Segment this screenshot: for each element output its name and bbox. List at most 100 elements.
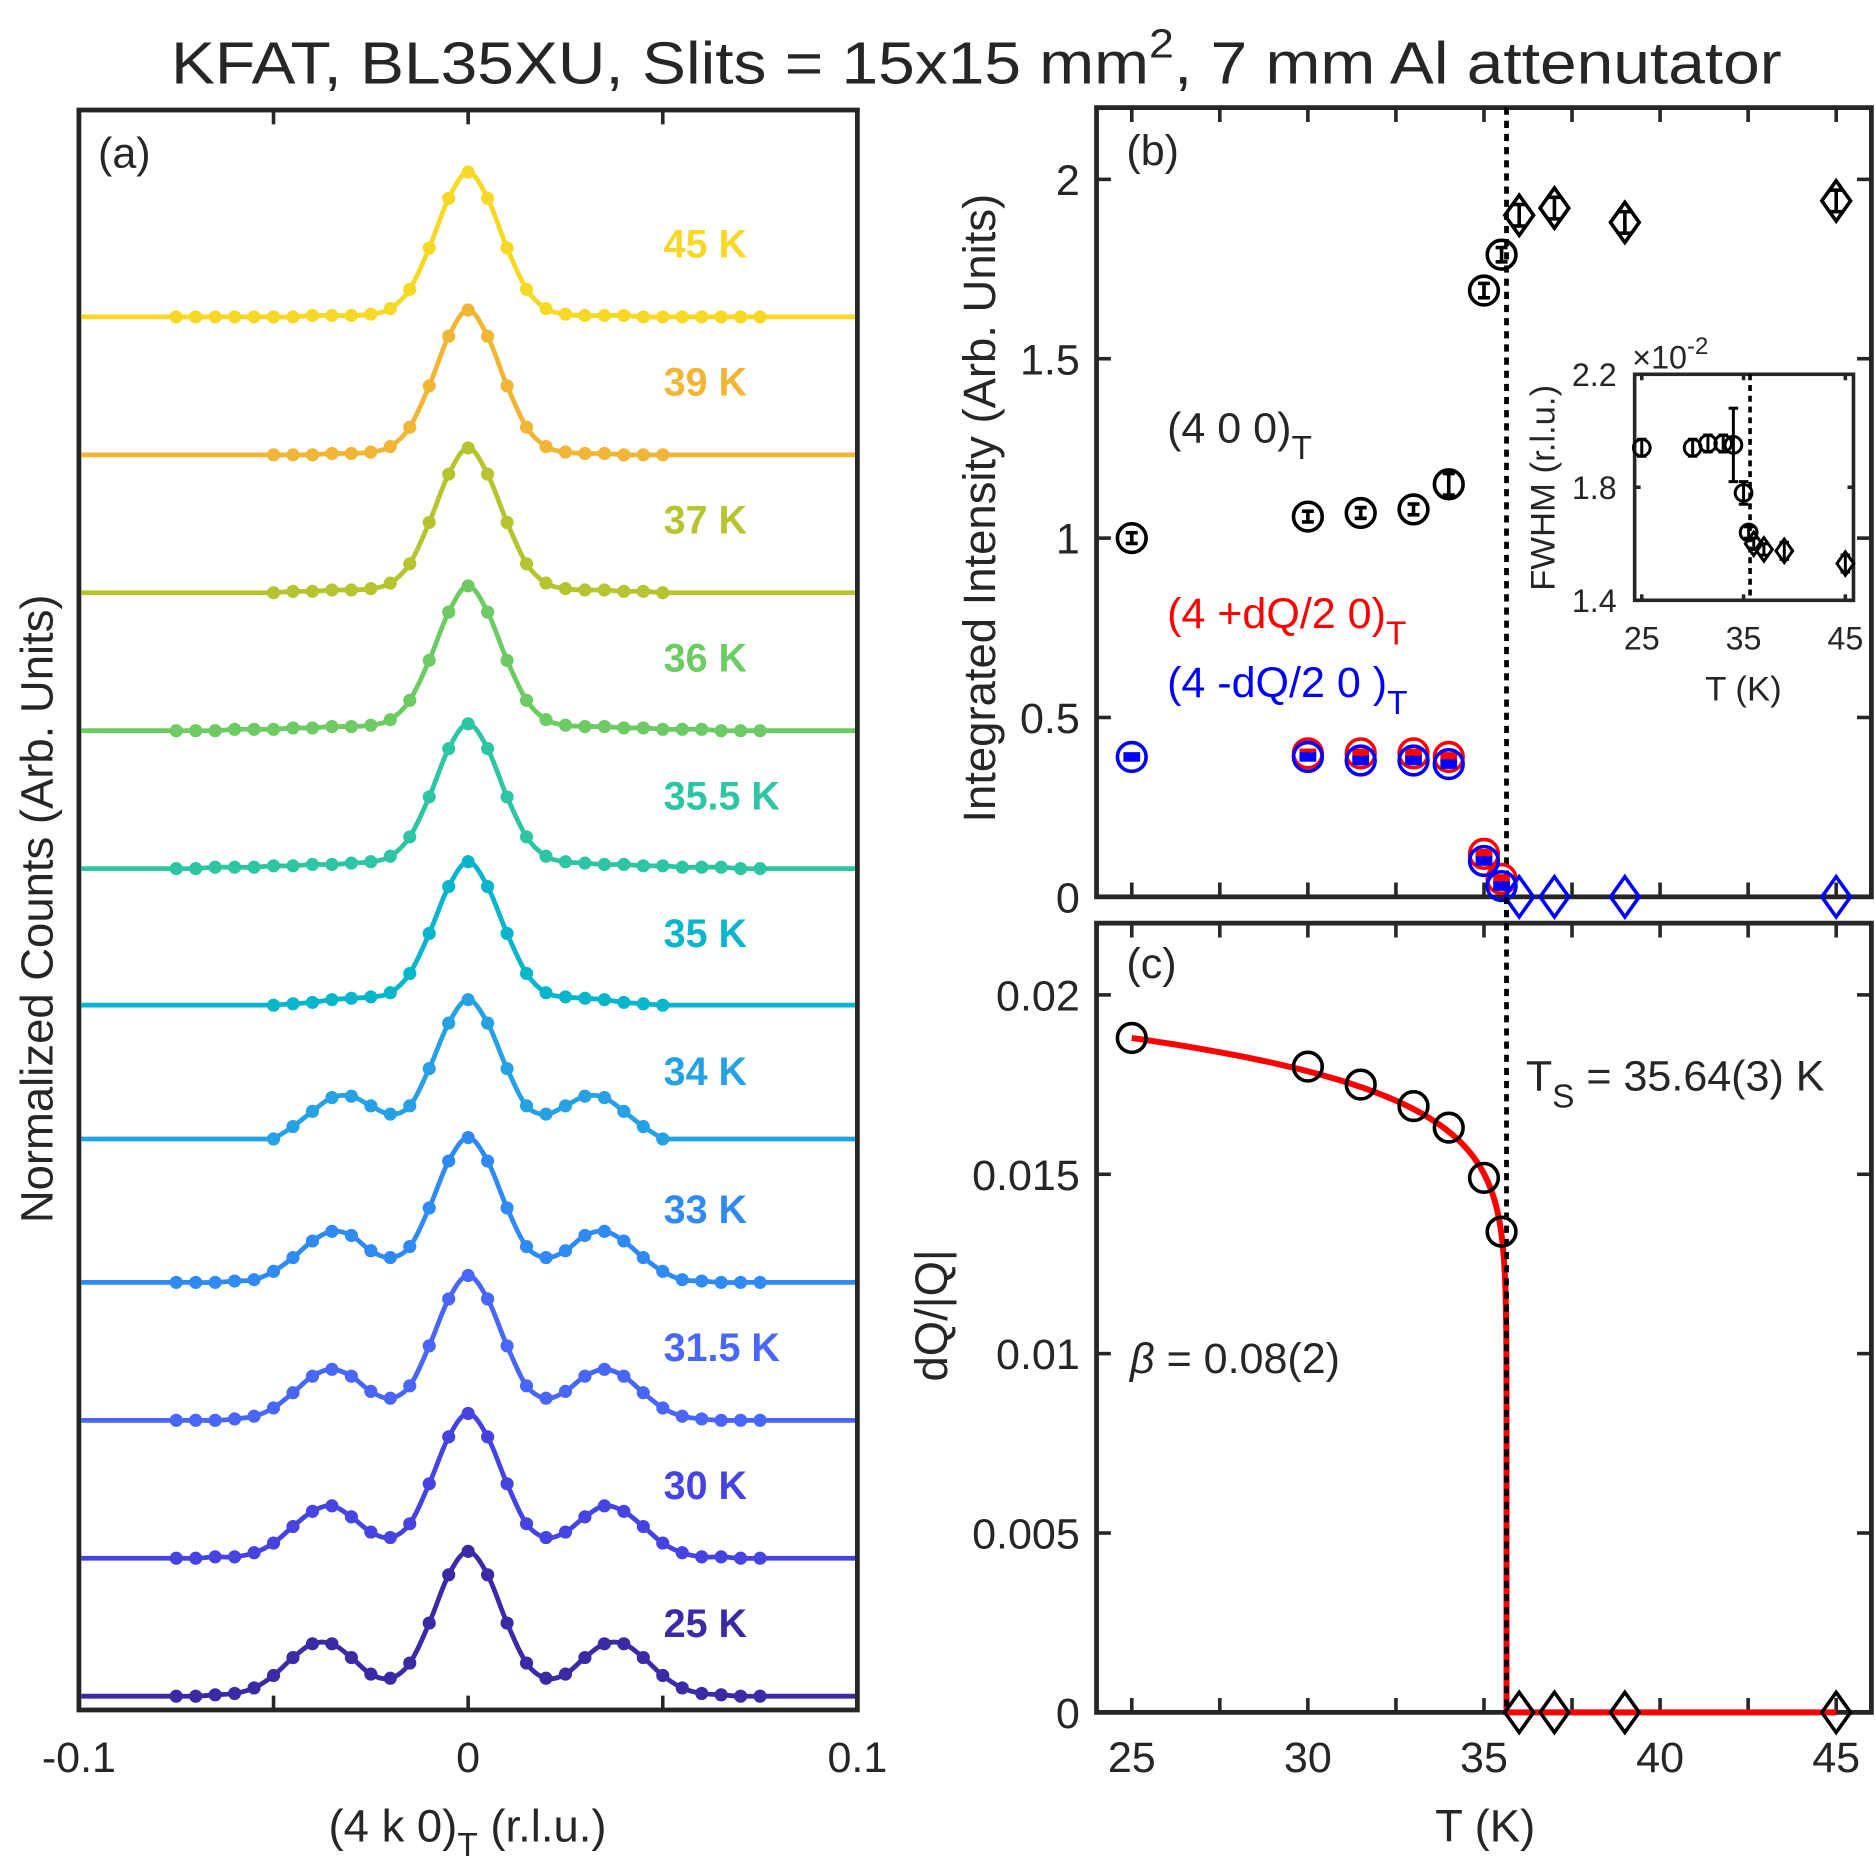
data-point xyxy=(481,1016,495,1030)
inset-y-tick-label: 1.8 xyxy=(1572,470,1617,506)
data-point xyxy=(442,742,456,756)
data-point xyxy=(228,310,242,324)
data-point xyxy=(325,857,339,872)
error-bar xyxy=(1352,755,1370,766)
legend-minus: (4 -dQ/2 0 )T xyxy=(1167,659,1407,722)
data-point xyxy=(364,718,378,732)
data-point xyxy=(481,742,495,756)
data-point xyxy=(500,379,514,393)
data-point xyxy=(734,1413,748,1427)
x-tick-label: 45 xyxy=(1812,1734,1860,1782)
data-point xyxy=(539,1250,553,1265)
data-point xyxy=(539,1391,553,1405)
panel-c-xlabel: T (K) xyxy=(1435,1801,1535,1852)
data-point xyxy=(617,1504,631,1518)
data-point xyxy=(695,1686,709,1701)
error-bar xyxy=(1123,752,1141,762)
data-point xyxy=(539,713,553,727)
data-point xyxy=(422,790,436,804)
data-point xyxy=(481,1292,495,1306)
data-point xyxy=(305,1369,320,1383)
circle-marker xyxy=(1344,744,1377,777)
data-point xyxy=(442,1292,456,1306)
data-point xyxy=(442,329,456,343)
data-point xyxy=(500,241,514,255)
data-point xyxy=(636,859,650,873)
data-point xyxy=(500,790,514,804)
curve-label: 25 K xyxy=(664,1602,748,1646)
data-point xyxy=(422,241,436,255)
data-point xyxy=(539,1530,553,1545)
data-point xyxy=(481,605,495,619)
circle-marker xyxy=(1432,1111,1465,1144)
data-point xyxy=(247,1409,261,1423)
data-point xyxy=(344,1510,358,1524)
data-point xyxy=(305,857,320,872)
legend-plus: (4 +dQ/2 0)T xyxy=(1167,590,1406,653)
data-point xyxy=(519,420,534,434)
circle-marker xyxy=(1291,1050,1325,1083)
data-point xyxy=(558,1244,573,1258)
data-point xyxy=(364,1244,378,1258)
diamond-marker xyxy=(1608,199,1642,246)
panel-a: -0.1 0 0.1 25 K 30 K 31.5 K 33 K 34 K 35 K 35.5 K… xyxy=(42,107,887,1782)
data-point xyxy=(461,579,475,593)
data-point xyxy=(228,860,242,874)
data-point xyxy=(558,990,573,1004)
circle-marker xyxy=(1344,496,1377,530)
error-bar xyxy=(1440,759,1458,769)
curve-label: 36 K xyxy=(664,636,748,680)
data-point xyxy=(286,1119,300,1134)
data-point xyxy=(461,855,475,869)
data-point xyxy=(383,1671,397,1685)
data-point xyxy=(734,310,748,324)
data-point xyxy=(305,584,320,598)
y-tick-label: 1.5 xyxy=(1020,336,1080,384)
data-point xyxy=(208,1413,222,1427)
data-point xyxy=(636,1250,650,1265)
xlabel-rest: (r.l.u.) xyxy=(478,1801,607,1852)
circle-marker xyxy=(1115,521,1148,555)
data-point xyxy=(578,446,592,461)
data-point xyxy=(422,1339,436,1353)
data-point xyxy=(228,722,242,736)
panel-a-xlabel: (4 k 0)T (r.l.u.) xyxy=(329,1801,607,1864)
legend-plus-main: (4 +dQ/2 0) xyxy=(1167,590,1386,638)
data-point xyxy=(364,1384,378,1398)
data-point xyxy=(734,724,748,738)
data-point xyxy=(383,1250,397,1265)
circle-marker xyxy=(1397,744,1430,777)
legend-400-main: (4 0 0) xyxy=(1167,404,1291,452)
data-point xyxy=(305,1504,320,1518)
data-point xyxy=(656,1264,670,1278)
data-point xyxy=(481,879,495,894)
data-point xyxy=(344,1369,358,1383)
data-point xyxy=(675,310,689,324)
data-point xyxy=(383,849,397,863)
data-point xyxy=(519,693,534,707)
data-point xyxy=(461,717,475,731)
data-point xyxy=(266,448,281,462)
data-point xyxy=(228,1550,242,1564)
data-point xyxy=(266,1536,281,1550)
data-point xyxy=(500,1339,514,1353)
data-point xyxy=(714,310,728,324)
data-point xyxy=(597,719,611,734)
multiplier-exp: -2 xyxy=(1687,333,1708,360)
diamond-marker xyxy=(1537,184,1571,232)
error-bar xyxy=(1440,752,1458,762)
panel-a-label: (a) xyxy=(98,129,151,177)
data-point xyxy=(558,855,573,869)
data-point xyxy=(519,1656,534,1670)
data-point xyxy=(266,1264,281,1278)
data-point xyxy=(539,439,553,454)
data-point xyxy=(325,1224,339,1238)
data-point xyxy=(325,583,339,597)
data-point xyxy=(519,966,534,981)
data-point xyxy=(558,1384,573,1398)
y-tick-label: 0.02 xyxy=(996,972,1080,1020)
panel-a-axes xyxy=(76,107,860,1713)
data-point xyxy=(461,165,475,179)
data-point xyxy=(714,1413,728,1427)
data-point xyxy=(286,997,300,1011)
